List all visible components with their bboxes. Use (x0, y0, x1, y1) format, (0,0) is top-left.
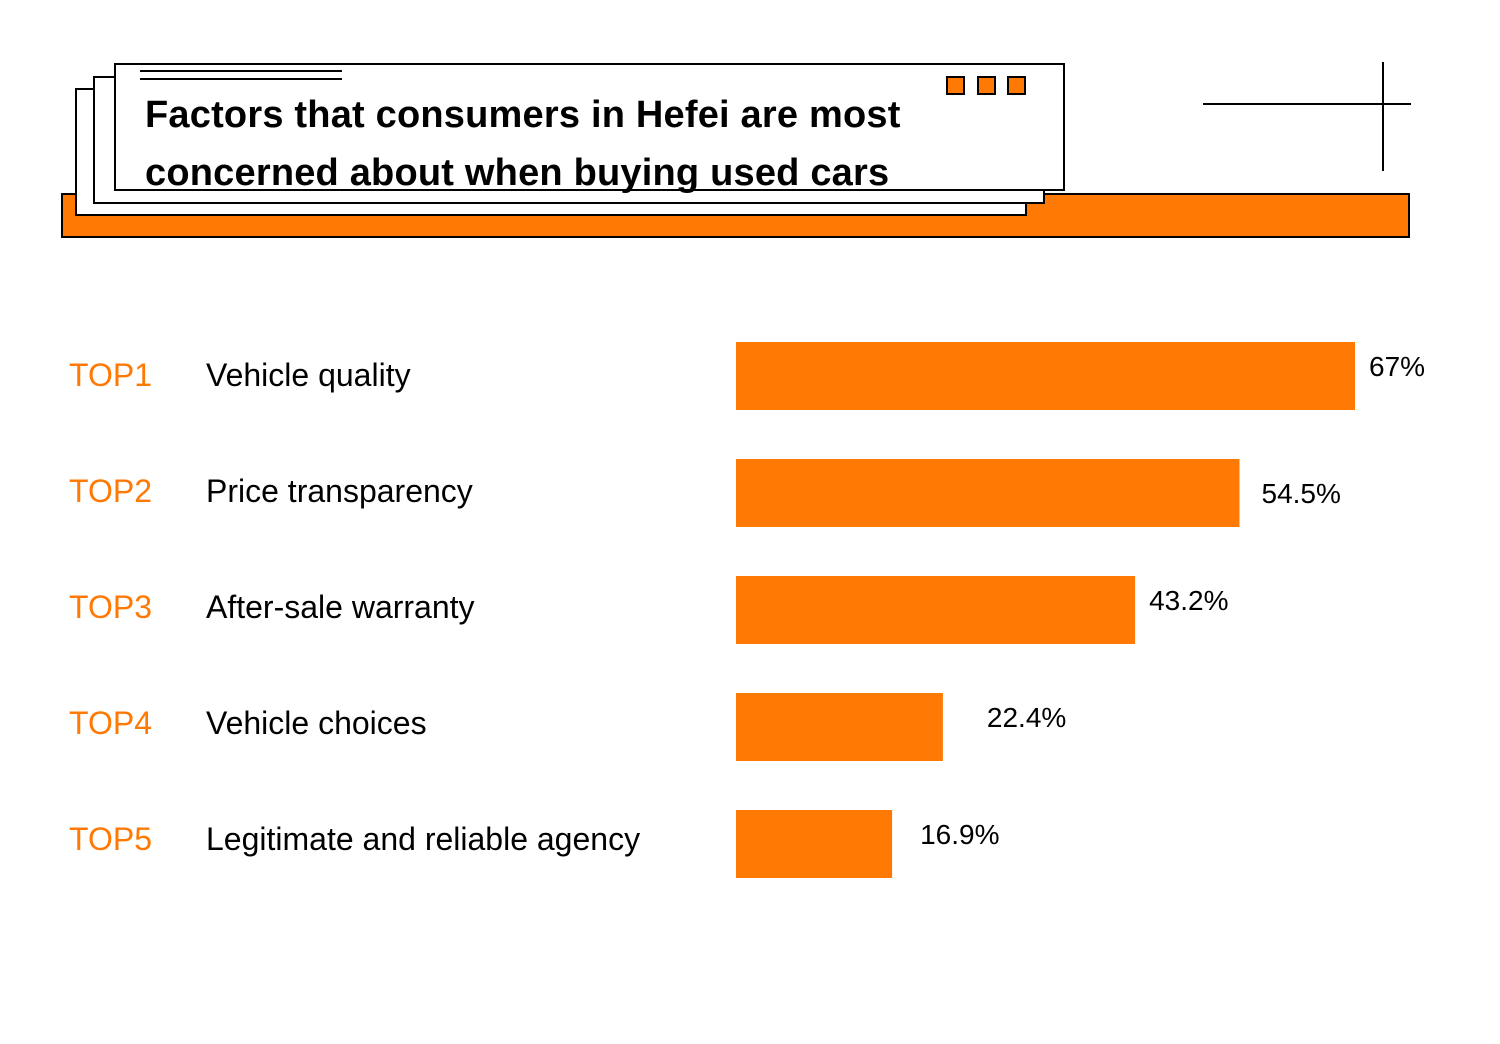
title-line-1: Factors that consumers in Hefei are most (145, 94, 901, 136)
value-label-4: 22.4% (987, 702, 1066, 733)
rank-4: TOP4 (69, 705, 152, 741)
crosshair-horizontal (1203, 103, 1411, 105)
category-label-2: Price transparency (206, 473, 473, 509)
category-label-1: Vehicle quality (206, 357, 411, 393)
category-label-4: Vehicle choices (206, 705, 427, 741)
rank-3: TOP3 (69, 589, 152, 625)
category-label-3: After-sale warranty (206, 589, 475, 625)
title-line-bottom (140, 78, 342, 80)
square-2 (977, 76, 996, 95)
title-line-2: concerned about when buying used cars (145, 152, 890, 194)
value-label-3: 43.2% (1149, 585, 1228, 616)
category-label-5: Legitimate and reliable agency (206, 821, 641, 857)
rank-2: TOP2 (69, 473, 152, 509)
rank-5: TOP5 (69, 821, 152, 857)
square-3 (1007, 76, 1026, 95)
value-label-5: 16.9% (920, 819, 999, 850)
bar-5 (736, 810, 893, 878)
square-1 (946, 76, 965, 95)
bar-2 (736, 459, 1240, 527)
bar-4 (736, 693, 943, 761)
title-line-top (140, 70, 342, 72)
value-label-2: 54.5% (1262, 478, 1341, 509)
value-label-1: 67% (1369, 351, 1425, 382)
rank-1: TOP1 (69, 357, 152, 393)
page-title: Factors that consumers in Hefei are most… (145, 86, 1045, 202)
header-card (114, 63, 1065, 191)
bar-3 (736, 576, 1136, 644)
crosshair-vertical (1382, 62, 1384, 171)
bar-1 (736, 342, 1355, 410)
title-double-line (140, 70, 342, 82)
